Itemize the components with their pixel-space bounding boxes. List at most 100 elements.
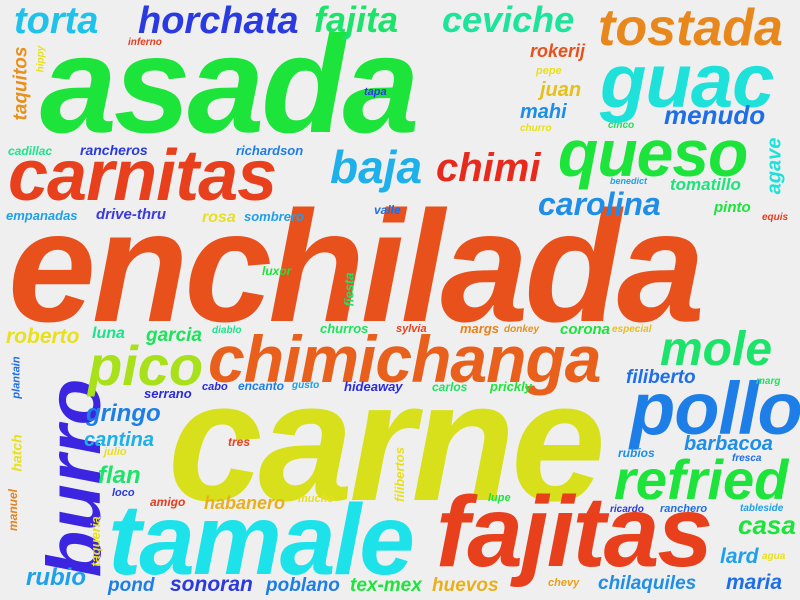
word-chimi: chimi (436, 146, 541, 190)
word-fiesta: fiesta (341, 272, 357, 307)
word-enchilada: enchilada (8, 179, 705, 355)
word-pinto: pinto (714, 199, 751, 216)
word-empanadas: empanadas (6, 208, 78, 223)
word-flan: flan (98, 462, 141, 489)
word-maria: maria (726, 571, 783, 594)
word-mucho: mucho (298, 493, 335, 505)
word-chimichanga: chimichanga (208, 322, 601, 396)
word-huevos: huevos (432, 575, 499, 596)
word-cantina: cantina (84, 429, 155, 451)
word-corona: corona (560, 321, 611, 338)
word-fresca: fresca (732, 453, 762, 464)
word-asada: asada (40, 8, 419, 162)
word-especial: especial (612, 324, 652, 335)
word-carnitas: carnitas (8, 136, 277, 216)
word-chilaquiles: chilaquiles (598, 573, 697, 594)
word-mahi: mahi (520, 101, 567, 123)
word-cinco: cinco (608, 120, 635, 131)
word-garcia: garcia (146, 325, 202, 346)
word-filibertos: filibertos (391, 447, 407, 502)
word-horchata: horchata (138, 0, 299, 42)
word-gringo: gringo (86, 400, 161, 427)
word-encanto: encanto (238, 379, 285, 393)
word-carolina: carolina (538, 186, 661, 222)
word-sylvia: sylvia (396, 323, 427, 335)
word-equis: equis (762, 212, 789, 223)
word-tres: tres (228, 435, 251, 449)
word-lupe: lupe (488, 492, 511, 504)
word-habanero: habanero (204, 493, 286, 513)
word-menudo: menudo (664, 100, 766, 130)
word-baja: baja (330, 141, 423, 193)
word-refried: refried (614, 448, 789, 511)
word-tableside: tableside (740, 503, 784, 514)
word-hippy: hippy (35, 45, 47, 73)
word-ranchero: ranchero (660, 503, 708, 515)
word-taqueria: taqueria (87, 516, 103, 567)
word-chevy: chevy (548, 577, 580, 589)
word-ceviche: ceviche (442, 0, 575, 40)
word-torta: torta (14, 0, 99, 42)
word-gusto: gusto (292, 380, 320, 391)
word-queso: queso (558, 116, 748, 190)
word-tostada: tostada (598, 0, 783, 57)
word-guac: guac (600, 39, 774, 124)
word-plantain: plantain (10, 356, 23, 399)
word-hideaway: hideaway (344, 379, 403, 394)
word-casa: casa (738, 510, 796, 540)
word-pepe: pepe (536, 65, 562, 77)
word-poblano: poblano (266, 575, 340, 596)
word-sombrero: sombrero (244, 209, 304, 224)
word-tamale: tamale (108, 484, 415, 596)
word-amigo: amigo (150, 495, 186, 509)
word-rubio: rubio (26, 564, 86, 591)
word-rubios: rubios (618, 446, 655, 460)
word-carlos: carlos (432, 380, 468, 394)
word-donkey: donkey (504, 324, 540, 335)
word-luxor: luxor (262, 264, 292, 278)
word-fajitas: fajitas (436, 476, 713, 588)
word-agave: agave (763, 137, 786, 195)
word-loco: loco (112, 487, 135, 499)
word-tapa: tapa (364, 86, 387, 98)
word-sonoran: sonoran (170, 573, 253, 596)
word-carne: carne (168, 347, 606, 537)
word-churros: churros (320, 321, 369, 336)
word-agua: agua (762, 551, 786, 562)
word-diablo: diablo (212, 325, 242, 336)
word-inferno: inferno (128, 37, 162, 48)
word-valle: valle (374, 203, 401, 217)
word-manuel: manuel (6, 488, 21, 532)
word-fajita: fajita (314, 0, 399, 40)
word-mole: mole (660, 323, 773, 376)
word-cadillac: cadillac (8, 144, 53, 158)
word-rancheros: rancheros (80, 142, 148, 158)
word-juan: juan (540, 79, 582, 101)
word-luna: luna (92, 325, 125, 342)
word-margs: margs (460, 321, 500, 336)
word-barbacoa: barbacoa (684, 433, 773, 455)
word-serrano: serrano (144, 386, 192, 401)
word-filiberto: filiberto (626, 367, 696, 388)
word-julio: julio (104, 446, 127, 458)
word-hatch: hatch (8, 434, 25, 472)
word-roberto: roberto (6, 325, 80, 348)
word-prickly: prickly (490, 379, 532, 394)
word-marg: marg (756, 376, 781, 387)
word-tomatillo: tomatillo (670, 175, 741, 194)
word-cabo: cabo (202, 381, 228, 393)
word-lard: lard (720, 545, 759, 568)
word-benedict: benedict (610, 176, 648, 186)
word-tex-mex: tex-mex (350, 575, 422, 596)
word-taquitos: taquitos (10, 46, 32, 121)
word-pond: pond (108, 575, 155, 596)
word-richardson: richardson (236, 143, 304, 158)
word-ricardo: ricardo (610, 504, 644, 515)
word-churro: churro (520, 123, 552, 134)
word-pico: pico (88, 334, 204, 397)
word-drive-thru: drive-thru (96, 206, 167, 223)
word-rokerij: rokerij (530, 41, 586, 61)
word-rosa: rosa (202, 209, 236, 226)
word-pollo: pollo (630, 367, 800, 450)
